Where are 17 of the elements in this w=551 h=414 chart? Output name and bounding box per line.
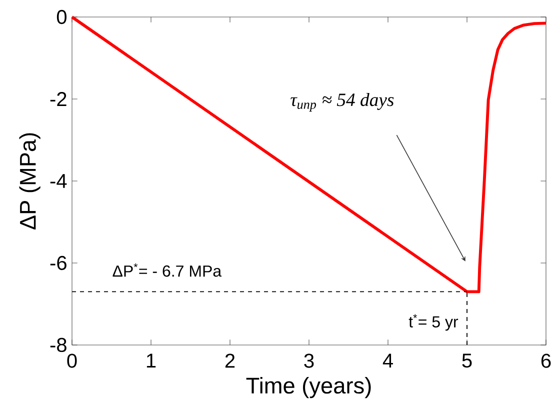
x-tick-label: 6 xyxy=(541,354,551,368)
y-tick-label: -6 xyxy=(50,256,66,270)
x-axis-title: Time (years) xyxy=(246,377,371,398)
x-tick-label: 4 xyxy=(382,354,393,368)
annotation: τ$_{unp}$ ≈ 54 days xyxy=(290,92,394,112)
x-tick-label: 5 xyxy=(462,354,472,368)
x-tick-label: 3 xyxy=(304,354,314,368)
x-tick-label: 0 xyxy=(67,354,77,368)
x-tick-label: 1 xyxy=(146,354,156,368)
x-tick-label: 2 xyxy=(225,354,235,368)
y-tick-label: -4 xyxy=(50,174,67,188)
ref-line-label: ΔP$^{*}$= - 6.7 MPa xyxy=(112,263,222,277)
y-tick-label: -2 xyxy=(50,92,66,106)
y-axis-title: ΔP (MPa) xyxy=(19,133,40,230)
ref-line-label: t$^{*}$= 5 yr xyxy=(408,314,458,331)
y-tick-label: 0 xyxy=(56,10,66,24)
y-tick-label: -8 xyxy=(50,338,66,352)
